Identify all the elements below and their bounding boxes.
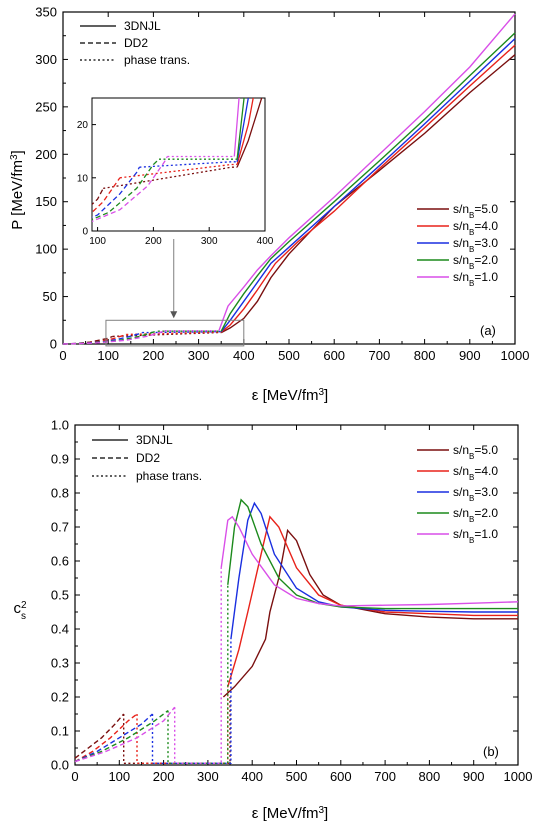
color-legend-label: s/nB=5.0 [453, 443, 498, 461]
inset-x-tick-label: 400 [257, 236, 274, 247]
zoom-region-box [106, 320, 244, 346]
series-2.0-dd2-line [75, 711, 168, 762]
series-1.0-pt-line [175, 568, 222, 764]
series-3.0-dd2-line [75, 714, 153, 762]
panel-a-color-legend: s/nB=5.0s/nB=4.0s/nB=3.0s/nB=2.0s/nB=1.0 [417, 202, 498, 288]
x-tick-label: 1000 [504, 769, 533, 784]
x-tick-label: 500 [278, 348, 300, 363]
color-legend-label: s/nB=5.0 [453, 202, 498, 220]
color-legend-label: s/nB=3.0 [453, 485, 498, 503]
style-legend-label: phase trans. [124, 53, 190, 67]
panel-b-color-legend: s/nB=5.0 s/nB=4.0 s/nB=3.0 s/nB=2.0 s/nB=1.0 [417, 443, 498, 545]
style-legend-label: phase trans. [136, 469, 202, 483]
panel-a-annotation: (a) [480, 323, 496, 338]
y-tick-label: 0.6 [51, 554, 69, 569]
x-tick-label: 200 [153, 769, 175, 784]
x-tick-label: 600 [323, 348, 345, 363]
y-tick-label: 0.0 [51, 758, 69, 773]
style-legend-label: DD2 [124, 36, 148, 50]
x-tick-label: 800 [419, 769, 441, 784]
y-tick-label: 300 [35, 52, 57, 67]
y-tick-label: 1.0 [51, 418, 69, 433]
inset-x-tick-label: 100 [89, 236, 106, 247]
color-legend-label: s/nB=4.0 [453, 464, 498, 482]
panel-b-y-axis-label: cs2 [13, 600, 27, 622]
inset-series-5.0-njl-line [237, 0, 550, 167]
series-2.0-pt-line [168, 585, 228, 764]
inset-frame [92, 98, 265, 231]
zoom-arrow-head [170, 311, 177, 318]
x-tick-label: 200 [143, 348, 165, 363]
inset-series-3.0-njl-line [237, 0, 550, 162]
y-tick-label: 0.1 [51, 724, 69, 739]
series-1.0-dd2-line [63, 331, 165, 344]
y-tick-label: 0.3 [51, 656, 69, 671]
panel-a-style-legend: 3DNJL DD2 phase trans. [80, 19, 190, 67]
x-tick-label: 900 [459, 348, 481, 363]
panel-b-curves [75, 500, 518, 764]
style-legend-label: 3DNJL [124, 19, 161, 33]
inset-y-tick-label: 10 [77, 173, 89, 184]
x-tick-label: 600 [330, 769, 352, 784]
panel-b-annotation: (b) [483, 744, 499, 759]
inset-series-2.0-njl-line [237, 0, 550, 159]
inset-series-4.0-njl-line [237, 0, 550, 165]
x-tick-label: 300 [197, 769, 219, 784]
inset-y-tick-label: 20 [77, 120, 89, 131]
x-tick-label: 700 [374, 769, 396, 784]
y-tick-label: 0 [50, 337, 57, 352]
y-tick-label: 150 [35, 194, 57, 209]
inset-x-tick-label: 200 [145, 236, 162, 247]
x-tick-label: 500 [286, 769, 308, 784]
series-4.0-njl-line [228, 517, 518, 687]
y-tick-label: 0.4 [51, 622, 69, 637]
y-tick-label: 0.8 [51, 486, 69, 501]
y-tick-label: 0.2 [51, 690, 69, 705]
style-legend-label: 3DNJL [136, 433, 173, 447]
y-tick-label: 350 [35, 5, 57, 20]
y-tick-label: 200 [35, 147, 57, 162]
color-legend-label: s/nB=3.0 [453, 236, 498, 254]
inset-y-tick-label: 0 [82, 227, 88, 238]
x-tick-label: 800 [414, 348, 436, 363]
x-tick-label: 100 [97, 348, 119, 363]
x-tick-label: 700 [369, 348, 391, 363]
x-tick-label: 0 [59, 348, 66, 363]
color-legend-label: s/nB=1.0 [453, 270, 498, 288]
x-tick-label: 100 [108, 769, 130, 784]
x-tick-label: 1000 [501, 348, 530, 363]
y-tick-label: 0.5 [51, 588, 69, 603]
inset-series-1.0-njl-line [234, 0, 550, 157]
series-3.0-pt-line [153, 639, 231, 763]
x-tick-label: 0 [71, 769, 78, 784]
y-tick-label: 250 [35, 99, 57, 114]
series-4.0-pt-line [137, 687, 228, 764]
series-4.0-dd2-line [63, 335, 126, 345]
panel-b-style-legend: 3DNJL DD2 phase trans. [92, 433, 202, 483]
color-legend-label: s/nB=4.0 [453, 219, 498, 237]
panel-a-x-axis-label: ε [MeV/fm3] [252, 387, 328, 405]
color-legend-label: s/nB=2.0 [453, 506, 498, 524]
panel-b-x-axis-label: ε [MeV/fm3] [252, 805, 328, 823]
x-tick-label: 400 [241, 769, 263, 784]
x-tick-label: 900 [463, 769, 485, 784]
inset-x-tick-label: 300 [201, 236, 218, 247]
style-legend-label: DD2 [136, 451, 160, 465]
panel-b: 0 100 200 300 400 500 600 700 800 900 1000 0.0 0.1 0.… [13, 418, 532, 823]
y-tick-label: 0.7 [51, 520, 69, 535]
color-legend-label: s/nB=2.0 [453, 253, 498, 271]
y-tick-label: 50 [43, 289, 57, 304]
x-tick-label: 300 [188, 348, 210, 363]
y-tick-label: 100 [35, 242, 57, 257]
color-legend-label: s/nB=1.0 [453, 527, 498, 545]
y-tick-label: 0.9 [51, 452, 69, 467]
panel-a-y-axis-label: P [MeV/fm3] [9, 150, 27, 229]
x-tick-label: 400 [233, 348, 255, 363]
